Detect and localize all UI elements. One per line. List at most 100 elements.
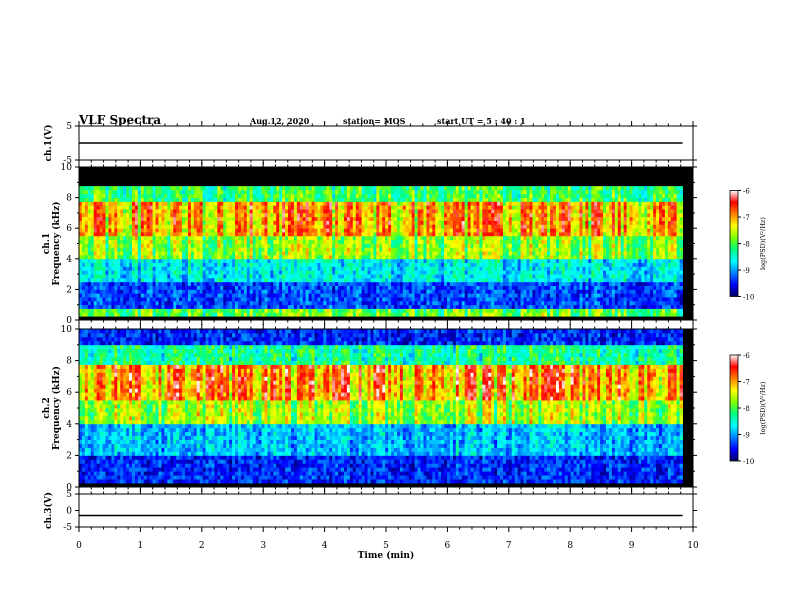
ch1-spectrogram-cell xyxy=(346,312,351,317)
ch1-spectrogram-cell xyxy=(217,304,221,309)
ch1-spectrogram-cell xyxy=(196,270,201,275)
ch1-spectrogram-cell xyxy=(187,235,192,241)
ch1-spectrogram-cell xyxy=(329,232,333,237)
ch1-spectrogram-cell xyxy=(505,251,510,256)
ch1-spectrogram-cell xyxy=(332,293,336,298)
ch1-spectrogram-cell xyxy=(87,270,92,275)
ch1-spectrogram-cell xyxy=(179,235,183,241)
ch1-spectrogram-cell xyxy=(237,201,242,206)
ch1-spectrogram-cell xyxy=(432,209,436,214)
ch1-spectrogram-cell xyxy=(364,308,368,313)
ch1-spectrogram-cell xyxy=(240,274,245,279)
ch1-spectrogram-cell xyxy=(473,297,477,302)
ch1-spectrogram-cell xyxy=(329,300,333,306)
ch1-spectrogram-cell xyxy=(208,266,212,271)
ch1-spectrogram-cell xyxy=(152,216,156,221)
ch1-spectrogram-cell xyxy=(426,312,430,317)
ch1-spectrogram-cell xyxy=(435,232,439,237)
ch1-spectrogram-cell xyxy=(279,205,283,210)
ch1-spectrogram-cell xyxy=(473,277,477,283)
ch1-spectrogram-cell xyxy=(120,247,124,252)
ch1-spectrogram-cell xyxy=(243,270,248,275)
ch1-spectrogram-cell xyxy=(311,239,315,244)
ch1-spectrogram-cell xyxy=(420,239,424,244)
ch1-spectrogram-cell xyxy=(149,235,153,241)
ch1-spectrogram-cell xyxy=(414,251,418,256)
ch1-spectrogram-cell xyxy=(111,297,115,302)
ch1-spectrogram-cell xyxy=(458,243,463,248)
ch1-spectrogram-cell xyxy=(438,205,442,210)
ch1-spectrogram-cell xyxy=(502,193,507,199)
ch1-spectrogram-cell xyxy=(423,300,427,306)
ch1-spectrogram-cell xyxy=(267,247,271,252)
ch1-spectrogram-cell xyxy=(99,235,103,241)
ch1-spectrogram-cell xyxy=(202,293,206,298)
ch1-spectrogram-cell xyxy=(164,251,168,256)
ch1-spectrogram-cell xyxy=(102,277,106,283)
ch1-spectrogram-cell xyxy=(285,262,289,267)
ch1-spectrogram-cell xyxy=(87,224,92,229)
ch1-spectrogram-cell xyxy=(361,251,365,256)
ch1-spectrogram-cell xyxy=(205,304,209,309)
ch1-spectrogram-cell xyxy=(288,216,292,221)
ch1-spectrogram-cell xyxy=(220,285,224,290)
ch1-spectrogram-cell xyxy=(137,209,142,214)
ch1-spectrogram-cell xyxy=(438,232,442,237)
ch1-spectrogram-cell xyxy=(317,289,321,294)
ch1-spectrogram-cell xyxy=(137,232,142,237)
ch1-spectrogram-cell xyxy=(96,243,101,248)
ch1-spectrogram-cell xyxy=(502,266,507,271)
ch1-spectrogram-cell xyxy=(447,228,451,233)
ch1-spectrogram-cell xyxy=(184,289,189,294)
ch1-spectrogram-cell xyxy=(367,285,371,290)
ch1-spectrogram-cell xyxy=(311,297,315,302)
ch1-spectrogram-cell xyxy=(452,220,457,225)
ch1-spectrogram-cell xyxy=(114,197,118,202)
ch1-spectrogram-cell xyxy=(308,258,312,264)
ch1-spectrogram-cell xyxy=(226,274,230,279)
ch1-spectrogram-cell xyxy=(476,232,480,237)
ch1-spectrogram-cell xyxy=(420,285,424,290)
ch1-spectrogram-cell xyxy=(134,247,139,252)
ch1-spectrogram-cell xyxy=(305,212,310,218)
ch1-spectrogram-cell xyxy=(458,277,463,283)
ch1-spectrogram-cell xyxy=(417,289,421,294)
ch1-spectrogram-cell xyxy=(199,266,204,271)
ch1-spectrogram-cell xyxy=(167,300,171,306)
ch1-spectrogram-cell xyxy=(205,224,209,229)
ch1-spectrogram-cell xyxy=(99,293,103,298)
ch1-spectrogram-cell xyxy=(402,266,407,271)
ch1-spectrogram-cell xyxy=(358,308,363,313)
ch1-spectrogram-cell xyxy=(332,193,336,199)
ch1-spectrogram-cell xyxy=(464,220,469,225)
ch1-spectrogram-cell xyxy=(255,239,259,244)
ch1-spectrogram-cell xyxy=(429,270,433,275)
ch1-spectrogram-cell xyxy=(81,293,86,298)
ch1-spectrogram-cell xyxy=(111,277,115,283)
ch1-spectrogram-cell xyxy=(220,258,224,264)
ch1-spectrogram-cell xyxy=(84,239,89,244)
ch1-spectrogram-cell xyxy=(264,216,268,221)
ch1-spectrogram-cell xyxy=(267,243,271,248)
ch1-spectrogram-cell xyxy=(120,251,124,256)
ch1-spectrogram-cell xyxy=(341,274,345,279)
ch1-spectrogram-cell xyxy=(438,243,442,248)
ch1-spectrogram-cell xyxy=(223,274,227,279)
ch1-spectrogram-cell xyxy=(134,239,139,244)
ch1-spectrogram-cell xyxy=(302,224,307,229)
ch1-spectrogram-cell xyxy=(470,254,474,260)
ch1-spectrogram-cell xyxy=(93,277,98,283)
ch1-spectrogram-cell xyxy=(208,243,212,248)
ch1-spectrogram-cell xyxy=(182,239,186,244)
ch1-spectrogram-cell xyxy=(452,266,457,271)
ch1-spectrogram-cell xyxy=(494,201,498,206)
ch1-spectrogram-cell xyxy=(326,216,330,221)
ch1-spectrogram-cell xyxy=(508,205,513,210)
ch1-spectrogram-cell xyxy=(329,285,333,290)
ch1-spectrogram-cell xyxy=(137,274,142,279)
ch1-spectrogram-cell xyxy=(467,232,471,237)
ch1-spectrogram-cell xyxy=(408,300,413,306)
ch1-spectrogram-cell xyxy=(505,224,510,229)
ch1-spectrogram-cell xyxy=(420,289,424,294)
ch1-spectrogram-cell xyxy=(243,274,248,279)
